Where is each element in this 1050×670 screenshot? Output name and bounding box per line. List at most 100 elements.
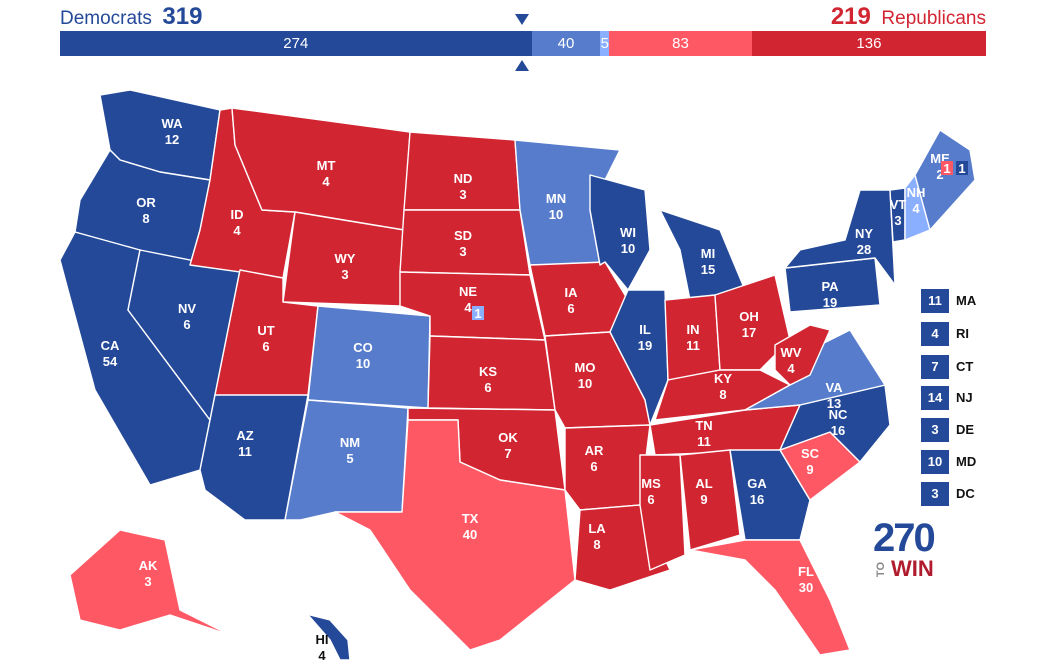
- state-abbr-ky: KY: [714, 371, 732, 386]
- state-ev-sd: 3: [459, 244, 466, 259]
- state-ak[interactable]: [69, 529, 231, 636]
- small-state-box-ct[interactable]: 7: [921, 355, 949, 379]
- small-state-box-nj[interactable]: 14: [921, 386, 949, 410]
- state-ev-wv: 4: [787, 361, 795, 376]
- state-ev-vt: 3: [894, 213, 901, 228]
- state-abbr-mo: MO: [575, 360, 596, 375]
- district-ev-ne: 1: [474, 306, 481, 321]
- district-box-me[interactable]: [941, 161, 953, 175]
- state-ev-ok: 7: [504, 446, 511, 461]
- small-state-label-ct: CT: [956, 359, 974, 374]
- ev-segment-lean-dem[interactable]: 5: [600, 31, 610, 56]
- state-abbr-la: LA: [588, 521, 606, 536]
- state-ev-mt: 4: [322, 174, 330, 189]
- state-abbr-tn: TN: [695, 418, 712, 433]
- district-ev-me: 1: [958, 161, 965, 176]
- state-ev-pa: 19: [823, 295, 837, 310]
- state-abbr-nh: NH: [907, 185, 926, 200]
- state-abbr-ne: NE: [459, 284, 477, 299]
- state-ev-wi: 10: [621, 241, 635, 256]
- state-ev-oh: 17: [742, 325, 756, 340]
- state-ev-mn: 10: [549, 207, 563, 222]
- state-wv[interactable]: [774, 324, 831, 386]
- 270-marker-bottom-icon: [515, 60, 529, 71]
- district-ev-me: 1: [943, 161, 950, 176]
- state-abbr-co: CO: [353, 340, 373, 355]
- state-abbr-ga: GA: [747, 476, 767, 491]
- state-ev-ny: 28: [857, 242, 871, 257]
- democrats-summary: Democrats 319: [60, 4, 202, 32]
- state-abbr-ms: MS: [641, 476, 661, 491]
- state-ev-la: 8: [593, 537, 600, 552]
- state-abbr-mi: MI: [701, 246, 715, 261]
- ev-segment-label: 83: [672, 35, 689, 52]
- republicans-total: 219: [830, 3, 871, 30]
- state-abbr-ar: AR: [585, 443, 604, 458]
- state-hi[interactable]: [294, 599, 351, 661]
- state-ev-hi: 4: [318, 648, 326, 663]
- state-abbr-az: AZ: [236, 428, 253, 443]
- state-ev-ks: 6: [484, 380, 491, 395]
- district-box-me[interactable]: [956, 161, 968, 175]
- results-header: Democrats 319 219 Republicans 274 40 5 8…: [0, 0, 1050, 80]
- state-me[interactable]: [914, 129, 976, 231]
- state-ev-al: 9: [700, 492, 707, 507]
- democrats-label: Democrats: [60, 8, 152, 29]
- state-ev-mo: 10: [578, 376, 592, 391]
- state-abbr-al: AL: [695, 476, 712, 491]
- small-state-ev: 14: [927, 390, 943, 405]
- small-state-ev: 7: [931, 359, 939, 374]
- small-state-label-nj: NJ: [956, 390, 973, 405]
- ev-segment-solid-rep[interactable]: 136: [751, 31, 986, 56]
- small-state-label-md: MD: [956, 454, 977, 469]
- ev-segment-label: 136: [856, 35, 882, 52]
- state-abbr-ny: NY: [855, 226, 873, 241]
- ev-segment-solid-dem[interactable]: 274: [60, 31, 532, 56]
- republicans-label: Republicans: [881, 8, 986, 29]
- state-abbr-sd: SD: [454, 228, 472, 243]
- small-state-box-ri[interactable]: 4: [921, 322, 949, 346]
- state-abbr-nv: NV: [178, 301, 196, 316]
- state-fl[interactable]: [689, 539, 851, 656]
- small-state-ev: 3: [931, 422, 939, 437]
- state-ev-ar: 6: [590, 459, 597, 474]
- state-ev-nd: 3: [459, 187, 466, 202]
- state-tx[interactable]: [334, 419, 576, 651]
- ev-segment-label: 5: [600, 35, 609, 52]
- state-ev-in: 11: [686, 338, 700, 353]
- state-abbr-ut: UT: [257, 323, 274, 338]
- republicans-summary: 219 Republicans: [831, 4, 986, 32]
- state-ar[interactable]: [564, 424, 651, 511]
- state-abbr-ak: AK: [139, 558, 158, 573]
- state-abbr-tx: TX: [462, 511, 479, 526]
- state-abbr-hi: HI: [316, 632, 329, 647]
- 270towin-logo[interactable]: 270 TO WIN: [873, 518, 945, 582]
- logo-win: WIN: [891, 556, 934, 581]
- ev-segment-label: 40: [557, 35, 575, 52]
- state-ev-ak: 3: [144, 574, 151, 589]
- state-ev-il: 19: [638, 338, 652, 353]
- state-abbr-wa: WA: [162, 116, 184, 131]
- state-ev-id: 4: [233, 223, 241, 238]
- state-ev-nm: 5: [346, 451, 353, 466]
- state-abbr-il: IL: [639, 322, 651, 337]
- state-abbr-pa: PA: [821, 279, 839, 294]
- small-state-box-md[interactable]: 10: [921, 450, 949, 474]
- small-state-label-ri: RI: [956, 326, 969, 341]
- district-box-ne[interactable]: [472, 306, 484, 320]
- ev-segment-likely-dem[interactable]: 40: [531, 31, 601, 56]
- state-abbr-ia: IA: [565, 285, 579, 300]
- small-state-box-ma[interactable]: 11: [921, 289, 949, 313]
- state-ga[interactable]: [729, 449, 811, 541]
- small-state-box-dc[interactable]: 3: [921, 482, 949, 506]
- state-ev-tx: 40: [463, 527, 477, 542]
- state-al[interactable]: [679, 449, 741, 551]
- state-ev-wa: 12: [165, 132, 179, 147]
- state-wi[interactable]: [589, 174, 651, 291]
- state-ms[interactable]: [639, 454, 686, 571]
- small-state-label-dc: DC: [956, 486, 975, 501]
- ev-segment-likely-rep[interactable]: 83: [609, 31, 752, 56]
- small-state-box-de[interactable]: 3: [921, 418, 949, 442]
- small-state-ev: 3: [931, 486, 939, 501]
- small-state-label-de: DE: [956, 422, 975, 437]
